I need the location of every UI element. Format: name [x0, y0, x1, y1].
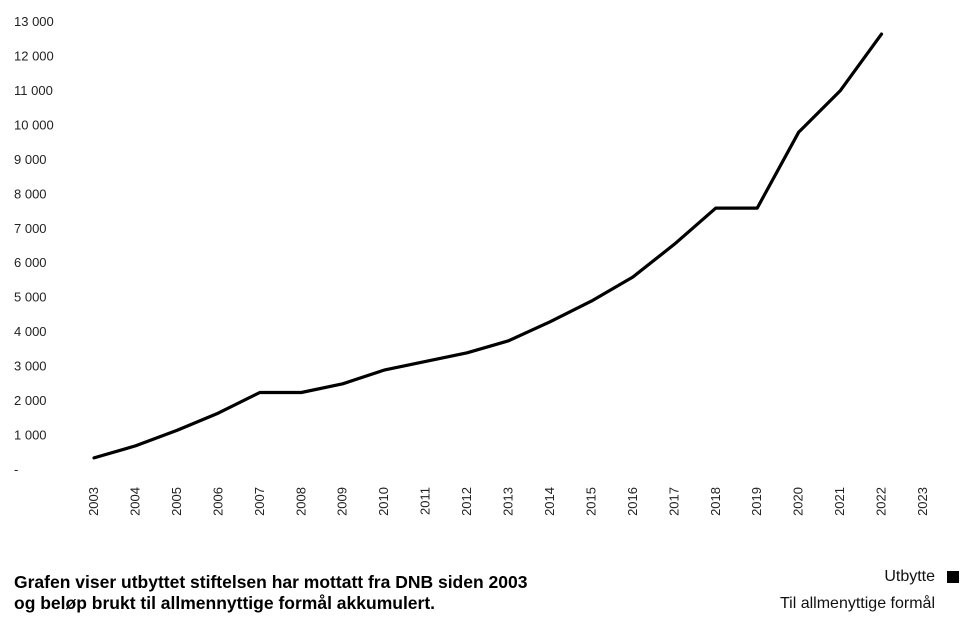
x-tick-label: 2007	[252, 487, 267, 516]
x-tick-label: 2016	[625, 487, 640, 516]
y-tick-label: 11 000	[14, 83, 53, 98]
legend-swatch-allmennyttige	[947, 598, 959, 610]
y-tick-label: 6 000	[14, 255, 47, 270]
x-tick-label: 2014	[542, 487, 557, 516]
x-tick-label: 2004	[127, 487, 142, 516]
caption-line-1: Grafen viser utbyttet stiftelsen har mot…	[14, 572, 528, 592]
x-tick-label: 2011	[418, 487, 433, 515]
line-chart: - 1 000 2 000 3 000 4 000 5 000 6 000 7 000 8 00…	[14, 14, 930, 516]
x-tick-label: 2005	[169, 487, 184, 516]
legend-label-utbytte: Utbytte	[884, 568, 935, 585]
y-tick-label: 8 000	[14, 186, 47, 201]
y-tick-label: 9 000	[14, 152, 47, 167]
legend-label-allmennyttige: Til allmenyttige formål	[779, 595, 935, 612]
x-tick-label: 2019	[749, 487, 764, 516]
x-tick-label: 2020	[791, 487, 806, 516]
y-tick-label: 3 000	[14, 359, 47, 374]
x-tick-label: 2009	[335, 487, 350, 516]
x-tick-label: 2012	[459, 487, 474, 516]
y-tick-label: 7 000	[14, 221, 47, 236]
chart-caption: Grafen viser utbyttet stiftelsen har mot…	[14, 572, 714, 614]
y-tick-label: 1 000	[14, 428, 47, 443]
legend-item-allmennyttige: Til allmenyttige formål	[780, 590, 959, 617]
x-tick-label: 2021	[832, 487, 847, 516]
y-tick-label: 4 000	[14, 324, 47, 339]
y-tick-label: 5 000	[14, 290, 47, 305]
x-tick-label: 2023	[915, 487, 930, 516]
legend-swatch-utbytte	[947, 570, 959, 583]
x-tick-label: 2006	[210, 487, 225, 516]
x-tick-label: 2022	[874, 487, 889, 516]
series-layer	[92, 32, 884, 460]
y-tick-label: 12 000	[14, 48, 54, 63]
x-tick-label: 2015	[583, 487, 598, 516]
x-tick-label: 2008	[293, 487, 308, 516]
x-axis: 2003 2004 2005 2006 2007 2008 2009 2010 2011 2012…	[86, 487, 930, 516]
series-line-utbytte	[92, 32, 884, 460]
y-tick-label: 10 000	[14, 117, 54, 132]
legend-item-utbytte: Utbytte	[780, 563, 959, 590]
caption-line-2: og beløp brukt til allmennyttige formål …	[14, 593, 436, 613]
y-tick-label: 13 000	[14, 14, 54, 29]
y-axis: - 1 000 2 000 3 000 4 000 5 000 6 000 7 000 8 00…	[14, 14, 54, 477]
x-tick-label: 2010	[376, 487, 391, 516]
y-tick-label: 2 000	[14, 393, 47, 408]
x-tick-label: 2018	[708, 487, 723, 516]
y-tick-label: -	[14, 462, 18, 477]
x-tick-label: 2013	[501, 487, 516, 516]
legend: Utbytte Til allmenyttige formål	[780, 563, 959, 617]
x-tick-label: 2017	[666, 487, 681, 516]
x-tick-label: 2003	[86, 487, 101, 516]
